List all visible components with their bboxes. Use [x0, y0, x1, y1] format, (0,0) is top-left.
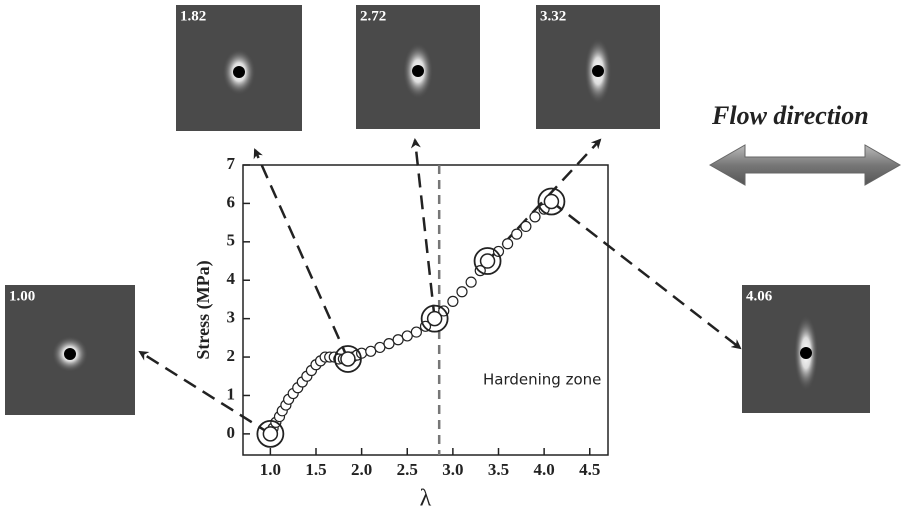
plot-frame	[242, 164, 609, 456]
data-point	[529, 211, 541, 223]
data-point	[447, 295, 459, 307]
y-tick-label: 5	[227, 231, 236, 250]
data-point	[374, 341, 386, 354]
outer-ring	[537, 187, 566, 216]
x-tick-label: 4.0	[534, 460, 555, 479]
x-tick-label: 4.5	[579, 460, 600, 479]
y-tick-label: 6	[227, 192, 236, 211]
beam-stop	[800, 347, 812, 359]
outer-ring	[256, 419, 285, 448]
y-tick-label: 3	[227, 308, 236, 327]
x-tick-label: 2.0	[351, 460, 372, 479]
beam-stop	[64, 348, 76, 360]
y-tick-label: 0	[227, 423, 236, 442]
data-point	[392, 334, 404, 346]
data-point	[410, 326, 422, 338]
flow-label: Flow direction	[711, 101, 869, 130]
outer-ring	[334, 345, 362, 373]
x-axis-label: λ	[420, 486, 432, 512]
x-tick-label: 3.0	[442, 460, 463, 479]
inner-ring	[543, 193, 560, 210]
x-tick-label: 3.5	[488, 460, 509, 479]
outer-ring	[420, 304, 449, 333]
x-tick-label: 2.5	[397, 460, 418, 479]
inset-label: 1.82	[180, 8, 206, 24]
saxs-inset: 1.00	[5, 285, 135, 415]
beam-stop	[592, 65, 604, 77]
saxs-inset: 2.72	[356, 5, 480, 129]
data-point	[383, 338, 395, 350]
highlighted-point	[537, 187, 566, 216]
data-point	[492, 245, 505, 258]
dashed-arrow	[410, 138, 436, 319]
inner-ring	[262, 426, 279, 442]
data-point	[520, 220, 532, 233]
dashed-arrow	[253, 148, 350, 360]
x-tick-label: 1.0	[260, 460, 281, 479]
highlighted-point	[420, 304, 449, 333]
saxs-inset: 3.32	[536, 5, 660, 129]
data-point	[365, 345, 377, 357]
inset-label: 4.06	[746, 288, 773, 304]
y-axis-label: Stress (MPa)	[193, 260, 214, 359]
flow-arrow	[708, 144, 902, 186]
x-tick-label: 1.5	[305, 460, 326, 479]
inner-ring	[426, 310, 443, 327]
beam-stop	[233, 66, 245, 78]
inset-label: 3.32	[540, 8, 566, 24]
inset-label: 1.00	[9, 288, 35, 304]
data-point	[401, 330, 413, 342]
y-tick-label: 7	[227, 154, 236, 173]
inset-label: 2.72	[360, 8, 386, 24]
y-tick-label: 2	[227, 346, 236, 365]
data-point	[511, 228, 523, 240]
hardening-label: Hardening zone	[483, 371, 601, 389]
inner-ring	[479, 253, 496, 269]
y-tick-label: 4	[227, 269, 236, 288]
beam-stop	[412, 65, 424, 77]
highlighted-point	[256, 419, 285, 448]
outer-ring	[473, 247, 502, 275]
dashed-arrow	[138, 350, 272, 435]
data-point	[465, 276, 477, 288]
saxs-inset: 4.06	[742, 285, 870, 413]
highlighted-point	[334, 345, 362, 373]
dashed-arrow	[550, 200, 742, 350]
inner-ring	[340, 351, 356, 367]
data-point	[456, 286, 468, 298]
y-tick-label: 1	[227, 384, 236, 403]
data-point	[502, 238, 514, 250]
highlighted-point	[473, 247, 502, 275]
saxs-inset: 1.82	[176, 5, 302, 131]
